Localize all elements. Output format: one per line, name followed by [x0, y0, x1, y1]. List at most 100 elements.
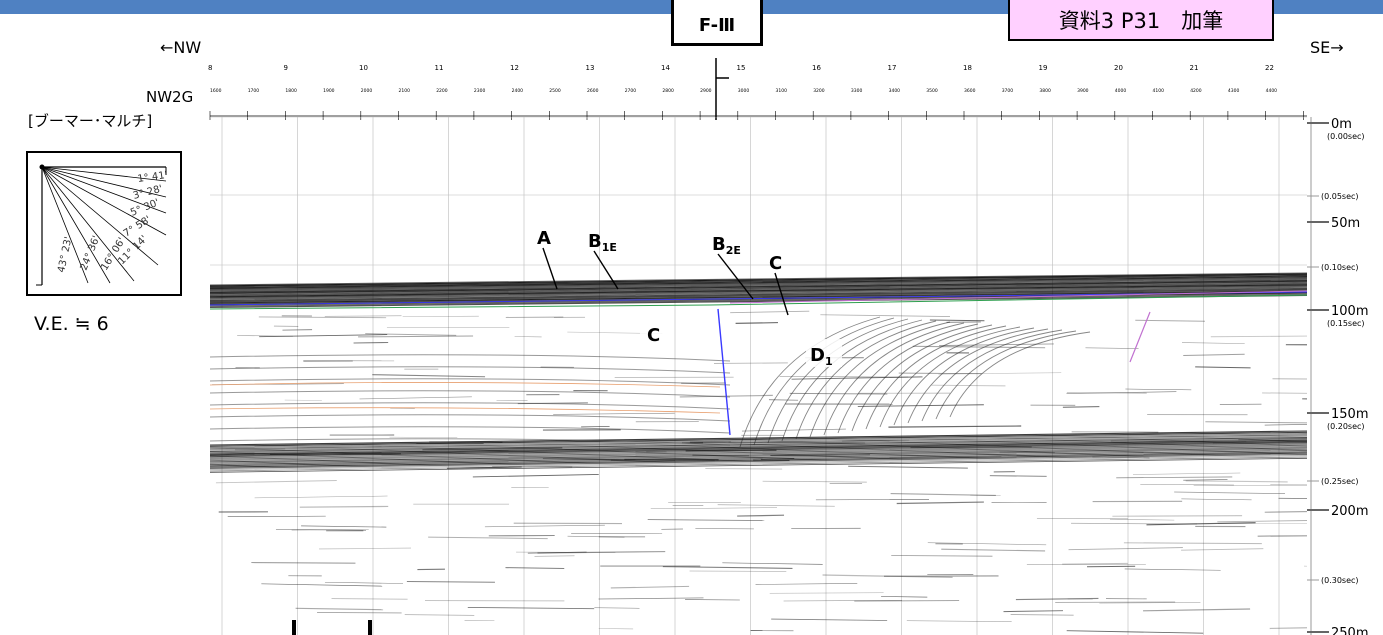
reflector-fragment	[771, 618, 888, 621]
fan-angle-line	[41, 166, 167, 182]
km-tick-label: 19	[1039, 64, 1048, 72]
reflector-fragment	[931, 384, 1006, 387]
reflector-lower-band	[210, 440, 1307, 457]
reflector-fold	[907, 328, 1049, 424]
reflector-fragment	[291, 528, 369, 531]
reflector-fragment	[1183, 353, 1245, 356]
km-tick-label: 12	[510, 64, 519, 72]
fan-angle-label: 7° 58'	[122, 214, 153, 239]
reflector-lower-band	[210, 433, 1307, 448]
reflector-lower-band	[210, 439, 1307, 455]
reflector-fragment	[755, 583, 858, 585]
reflector-fragment	[1124, 568, 1221, 571]
reflector-seabed	[210, 272, 1307, 286]
reflector-seabed	[210, 275, 1307, 289]
reflector-fragment	[769, 592, 884, 594]
reflector-fragment	[1125, 388, 1192, 391]
reflector-seabed	[210, 274, 1307, 288]
shot-tick-label: 3700	[1002, 88, 1014, 94]
reflector-fragment	[251, 561, 356, 564]
reflector-fragment	[927, 542, 1047, 546]
km-tick-label: 9	[284, 64, 288, 72]
km-tick-label: 17	[888, 64, 897, 72]
km-tick-label: 16	[812, 64, 821, 72]
annotation-note-text: 資料3 P31 加筆	[1058, 8, 1224, 33]
reflector-lower-band	[210, 446, 1307, 462]
reflector-seabed	[210, 273, 1307, 287]
depth-label: 200m	[1331, 504, 1368, 519]
reflector-fragment	[1181, 498, 1252, 501]
reflector-fragment	[762, 480, 867, 483]
reflector-fragment	[1116, 476, 1233, 479]
shot-tick-label: 3200	[813, 88, 825, 94]
reflector-fragment	[254, 495, 388, 499]
reflector-lower-band	[210, 430, 1307, 446]
reflector-fragment	[215, 480, 337, 484]
km-tick-label: 20	[1114, 64, 1123, 72]
reflector-seabed	[210, 279, 1307, 293]
reflector-fragment	[319, 547, 411, 550]
time-label: (0.05sec)	[1321, 192, 1359, 201]
horizon-label-A-leader	[542, 247, 558, 290]
reflector-seabed	[210, 284, 1307, 298]
dip-angle-fan-diagram: 1° 41' 3° 28' 5° 30' 7° 58' 11° 14' 16° 06' 24…	[26, 151, 182, 296]
reflector-fragment	[912, 345, 1046, 349]
reflector-fold	[795, 320, 937, 440]
top-distance-axis: 8 9 10 11 12 13 14 15 16 17 18 19 20 21 22 1600 1700 1800…	[208, 58, 1307, 120]
survey-method: [ブーマー･マルチ]	[28, 112, 153, 130]
fan-angle-label: 1° 41'	[137, 170, 168, 185]
reflector-fragment	[372, 374, 486, 378]
reflector-fragment	[717, 504, 835, 507]
direction-nw-label: ←NW	[160, 38, 202, 57]
reflector-seabed	[210, 289, 1307, 303]
fan-angle-line	[41, 166, 159, 266]
horizon-label-B2E: B2E	[712, 234, 741, 257]
reflector-fragment	[237, 334, 293, 337]
reflector-fragment	[906, 620, 1012, 622]
reflector-fold	[851, 324, 993, 432]
shot-tick-label: 3800	[1039, 88, 1051, 94]
km-tick-label: 18	[963, 64, 972, 72]
reflector-fragment	[258, 316, 387, 319]
fan-angle-line	[41, 166, 167, 214]
time-label: (0.10sec)	[1321, 263, 1359, 272]
reflector-layer	[210, 354, 731, 362]
shot-tick-label: 4300	[1228, 88, 1240, 94]
reflector-lower-band	[210, 453, 1307, 469]
reflector-lower-band	[210, 442, 1307, 458]
reflector-fragment	[299, 505, 389, 508]
km-tick-label: 21	[1190, 64, 1199, 72]
reflector-fold	[879, 326, 1021, 428]
km-tick-label: 15	[737, 64, 746, 72]
horizon-orange-line	[210, 382, 721, 388]
reflector-layer	[210, 378, 731, 386]
reflector-fragment	[598, 597, 704, 600]
shot-tick-label: 2300	[474, 88, 486, 94]
shot-tick-label: 1900	[323, 88, 335, 94]
fan-angle-line	[41, 166, 167, 198]
reflector-fragment	[820, 314, 950, 317]
reflector-seabed	[210, 283, 1307, 297]
reflector-fragment	[553, 412, 675, 415]
horizon-purple-dip	[1129, 311, 1151, 363]
reflector-fragment	[662, 566, 793, 569]
horizon-label-B1E: B1E	[588, 231, 617, 254]
reflector-fragment	[891, 555, 993, 557]
km-tick-label: 14	[661, 64, 670, 72]
reflector-fragment	[722, 562, 823, 565]
fan-angle-label: 43° 23'	[56, 236, 74, 274]
km-tick-label: 11	[435, 64, 444, 72]
bottom-marker-right	[368, 620, 372, 635]
reflector-fold	[837, 323, 979, 434]
reflector-fragment	[259, 334, 388, 338]
reflector-fragment	[1071, 522, 1198, 525]
fault-label-text: F-Ⅲ	[698, 15, 736, 36]
reflector-fragment	[1262, 392, 1307, 394]
time-label: (0.00sec)	[1327, 132, 1365, 141]
reflector-fold	[949, 331, 1091, 418]
reflector-fragment	[365, 333, 457, 336]
reflector-fragment	[741, 428, 846, 432]
reflector-fragment	[1062, 406, 1100, 408]
reflector-fragment	[857, 404, 984, 407]
reflector-fragment	[1264, 511, 1307, 513]
